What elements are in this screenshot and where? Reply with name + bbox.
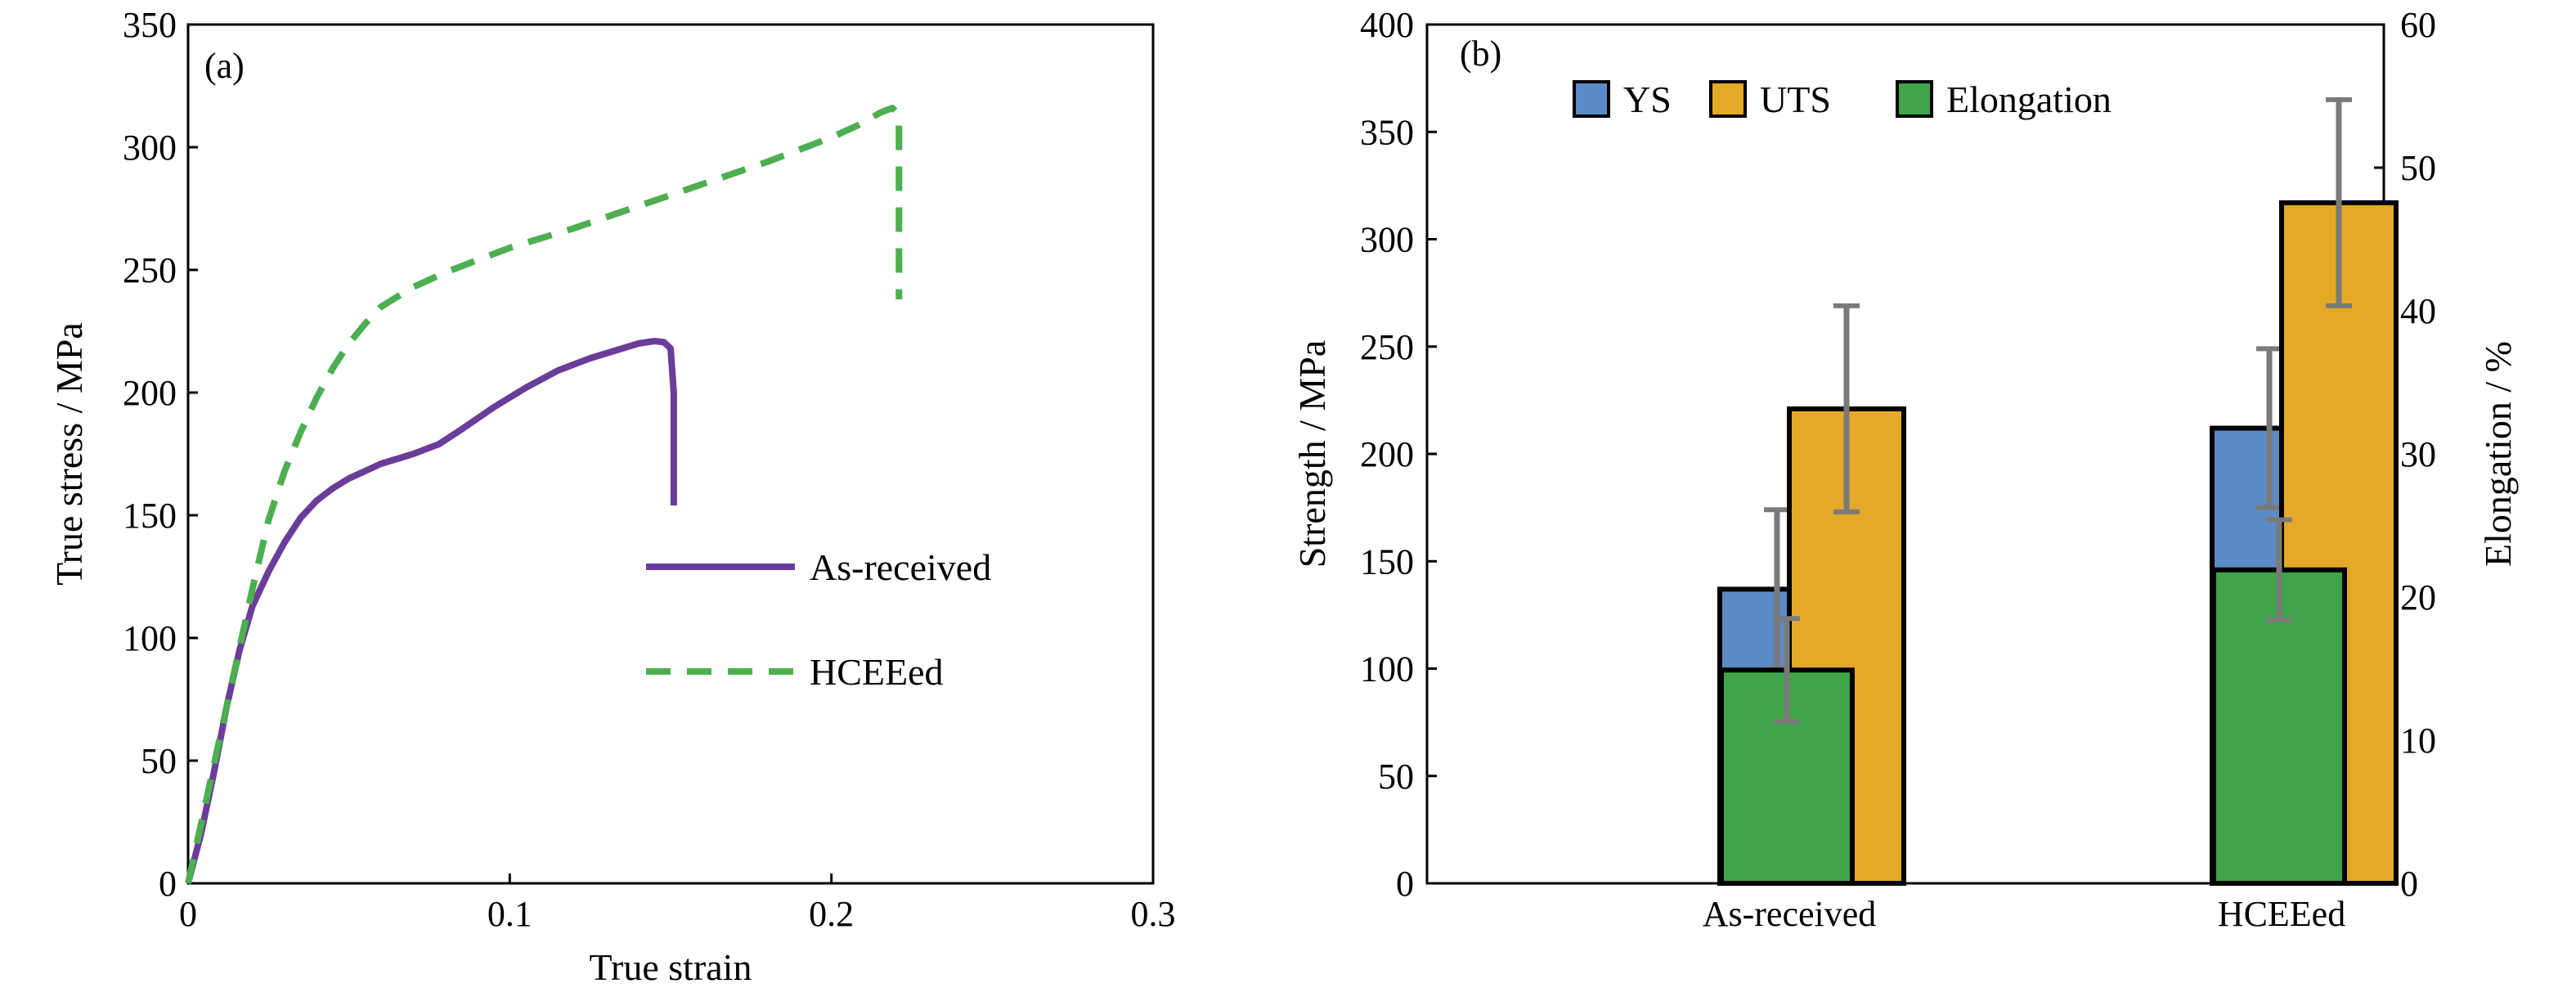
panel-a-x-tick-label: 0.1 — [487, 894, 532, 934]
panel-b-y-tick-label: 350 — [1360, 112, 1414, 152]
panel-a-x-tick-label: 0.3 — [1131, 894, 1176, 934]
panel-a-y-tick-label: 50 — [141, 741, 177, 781]
panel-a-x-tick-label: 0.2 — [809, 894, 854, 934]
panel-b-y2-tick-label: 50 — [2400, 148, 2436, 188]
panel-b-y2-tick-label: 40 — [2400, 291, 2436, 331]
panel-a-line-chart: (a) 0 50 100 150 200 250 300 350 0 0.1 0.2 0.3 As-… — [48, 5, 1176, 988]
panel-b-errorbar-elongation — [1774, 616, 1800, 725]
panel-b-y2-tick-label: 20 — [2400, 577, 2436, 618]
panel-a-y-tick-label: 100 — [123, 618, 177, 658]
panel-a-series-group — [185, 105, 903, 885]
panel-a-y-tick-label: 350 — [123, 5, 177, 45]
panel-a-plot-frame — [186, 23, 1155, 885]
panel-b-legend-label-elongation: Elongation — [1946, 79, 2112, 120]
panel-b-legend-swatch-uts — [1709, 80, 1747, 118]
panel-b-bars-group — [1717, 97, 2399, 886]
panel-a-label: (a) — [204, 46, 245, 86]
panel-b-y2-tick-label: 60 — [2400, 5, 2436, 45]
panel-a-legend-label-as-received: As-received — [810, 546, 991, 588]
panel-a-series-line-as-received — [185, 338, 677, 885]
panel-a-y-axis: 0 50 100 150 200 250 300 350 — [123, 5, 198, 904]
panel-b-y-tick-label: 300 — [1360, 220, 1414, 260]
panel-b-y-tick-label: 250 — [1360, 327, 1414, 367]
panel-a-x-axis: 0 0.1 0.2 0.3 — [179, 874, 1176, 934]
panel-a-x-tick-label: 0 — [179, 894, 197, 934]
panel-b-y2-tick-label: 0 — [2400, 864, 2418, 904]
panel-b-category-label: As-received — [1703, 894, 1877, 934]
panel-b-y2-tick-label: 10 — [2400, 721, 2436, 761]
panel-a-y-tick-label: 300 — [123, 128, 177, 168]
panel-b-legend-swatch-ys — [1573, 80, 1610, 118]
panel-b-category-label: HCEEed — [2218, 894, 2345, 934]
panel-a-x-axis-title: True strain — [590, 946, 752, 988]
panel-b-errorbar-ys — [2256, 346, 2282, 510]
panel-b-y2-tick-label: 30 — [2400, 434, 2436, 474]
panel-a-y-tick-label: 0 — [159, 864, 177, 904]
panel-a-legend: As-received HCEEed — [646, 546, 991, 693]
panel-b-y-tick-label: 200 — [1360, 434, 1414, 474]
panel-a-y-tick-label: 150 — [123, 496, 177, 536]
panel-a-legend-label-hceeed: HCEEed — [810, 651, 944, 693]
panel-b-y2-axis-title: Elongation / % — [2477, 341, 2519, 567]
panel-b-left-y-axis: 0 50 100 150 200 250 300 350 400 — [1360, 5, 1437, 904]
panel-b-errorbar-elongation — [2266, 517, 2292, 622]
panel-a-y-tick-label: 200 — [123, 373, 177, 413]
panel-b-y-axis-title: Strength / MPa — [1291, 340, 1333, 568]
panel-b-label: (b) — [1460, 34, 1501, 74]
panel-a-y-tick-label: 250 — [123, 250, 177, 290]
panel-b-y-tick-label: 0 — [1396, 864, 1414, 904]
panel-b-legend-label-uts: UTS — [1760, 79, 1831, 120]
panel-b-legend-swatch-elongation — [1896, 80, 1933, 118]
panel-b-y-tick-label: 50 — [1378, 757, 1414, 797]
panel-b-x-axis: As-received HCEEed — [1703, 894, 2345, 934]
panel-a-y-axis-title: True stress / MPa — [48, 322, 90, 586]
panel-b-y-tick-label: 400 — [1360, 5, 1414, 45]
panel-b-y-tick-label: 150 — [1360, 541, 1414, 582]
panel-b-errorbar-uts — [1833, 303, 1860, 514]
panel-b-bar-chart: (b) 0 50 100 150 200 250 300 350 400 0 10 20 30 40 50… — [1291, 5, 2519, 934]
panel-b-legend-label-ys: YS — [1623, 79, 1672, 120]
panel-a-series-line-hceeed — [185, 105, 903, 884]
panel-b-legend: YS UTS Elongation — [1573, 79, 2112, 120]
panel-b-errorbar-uts — [2326, 97, 2352, 308]
panel-b-y-tick-label: 100 — [1360, 649, 1414, 689]
